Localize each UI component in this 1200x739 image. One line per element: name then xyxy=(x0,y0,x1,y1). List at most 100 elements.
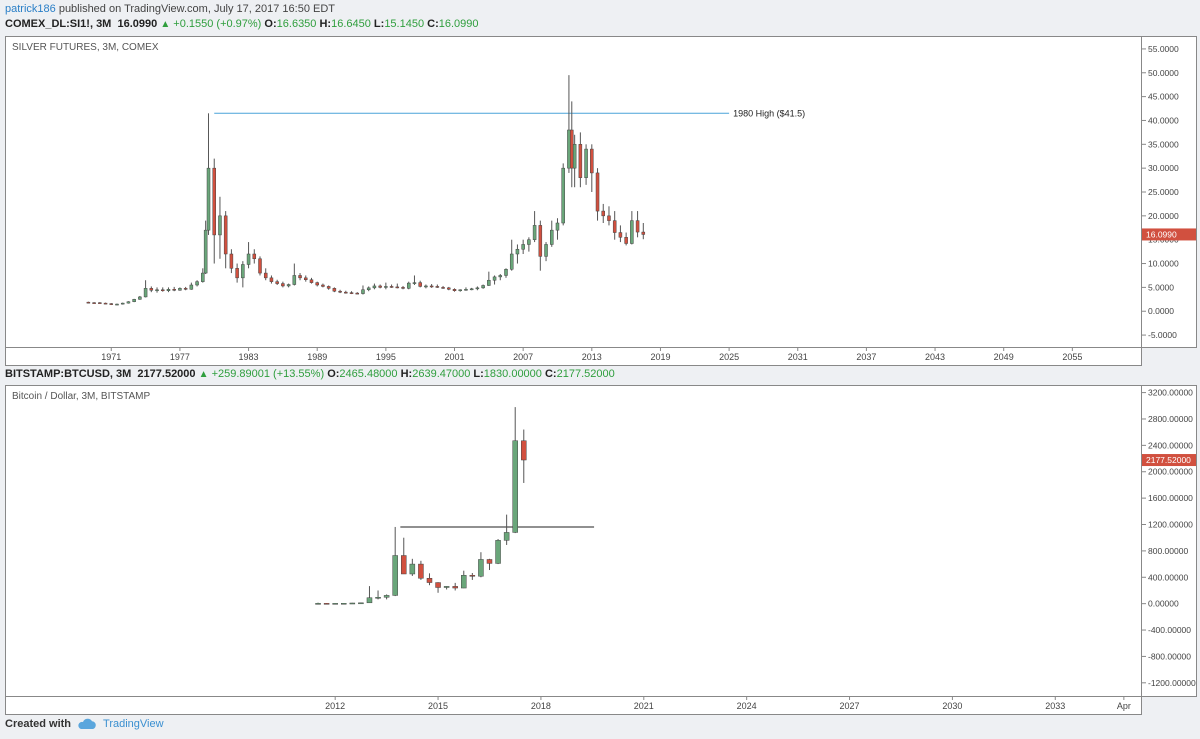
btc-close-label: C: xyxy=(544,368,557,380)
candle-body xyxy=(98,302,102,304)
candle-body xyxy=(126,301,131,304)
candle-body xyxy=(515,248,520,255)
candle-body xyxy=(424,285,428,288)
candle-body xyxy=(372,285,377,289)
y-tick-label: 25.0000 xyxy=(1148,187,1179,197)
btc-price-axis[interactable]: 3200.00000 2800.00000 2400.00000 2000.00000… xyxy=(1142,385,1197,697)
silver-high-label: H: xyxy=(319,18,332,30)
candle-body xyxy=(469,288,474,291)
candle-body xyxy=(355,292,360,295)
candle-body xyxy=(246,253,251,265)
x-tick-label: 1995 xyxy=(376,352,396,362)
y-tick-label: 400.00000 xyxy=(1148,572,1188,582)
btc-symbol[interactable]: BITSTAMP:BTCUSD, 3M xyxy=(5,368,132,380)
y-tick-label: 0.00000 xyxy=(1148,599,1179,609)
candle-body xyxy=(504,269,508,276)
y-tick-label: 3200.00000 xyxy=(1148,388,1193,398)
candle-body xyxy=(366,287,371,291)
candle-body xyxy=(349,292,354,294)
candle-body xyxy=(590,148,594,174)
candle-body xyxy=(487,279,491,286)
candle-body xyxy=(481,285,485,289)
x-tick-label: 2025 xyxy=(719,352,739,362)
up-arrow-icon: ▲ xyxy=(198,369,209,380)
candle-body xyxy=(458,289,462,292)
candle-body xyxy=(512,440,518,533)
tradingview-brand-link[interactable]: TradingView xyxy=(103,718,164,730)
x-tick-label: Apr xyxy=(1117,701,1131,711)
candle-body xyxy=(229,253,234,269)
candle-body xyxy=(572,144,577,169)
candle-body xyxy=(578,144,583,178)
candle-body xyxy=(235,268,239,279)
silver-plot[interactable]: 1980 High ($41.5) xyxy=(6,37,1141,347)
silver-open: 16.6350 xyxy=(276,18,317,30)
candle-body xyxy=(321,284,325,287)
last-price-tag xyxy=(1142,454,1196,467)
btc-price: 2177.52000 xyxy=(137,368,196,380)
candle-body xyxy=(475,287,480,290)
candle-body xyxy=(544,244,548,257)
candle-body xyxy=(435,582,441,588)
btc-plot[interactable] xyxy=(6,386,1141,696)
last-price-label: 16.0990 xyxy=(1146,229,1177,239)
candle-body xyxy=(338,290,342,293)
publish-details: published on TradingView.com, July 17, 2… xyxy=(55,3,336,15)
x-tick-label: 2007 xyxy=(513,352,533,362)
x-tick-label: 1971 xyxy=(101,352,121,362)
candle-body xyxy=(395,286,400,289)
candle-body xyxy=(203,229,208,274)
candle-body xyxy=(155,289,159,292)
x-tick-label: 2019 xyxy=(650,352,670,362)
candle-body xyxy=(503,532,510,541)
silver-open-label: O: xyxy=(264,18,277,30)
candle-body xyxy=(315,603,321,605)
x-tick-label: 2027 xyxy=(840,701,860,711)
silver-time-axis[interactable]: 1971 1977 1983 1989 1995 2001 2007 2013 2019 2025… xyxy=(5,348,1142,366)
candle-body xyxy=(532,225,537,240)
publisher-username[interactable]: patrick186 xyxy=(5,3,56,15)
candle-body xyxy=(624,237,628,244)
x-tick-label: 2001 xyxy=(444,352,464,362)
candle-body xyxy=(612,220,617,233)
candle-body xyxy=(298,275,302,279)
reference-line-label: 1980 High ($41.5) xyxy=(733,108,805,118)
candle-body xyxy=(349,602,356,605)
candle-body xyxy=(212,167,216,236)
candle-body xyxy=(120,302,125,305)
silver-y-axis-svg: 55.0000 50.0000 45.0000 40.0000 35.0000 30.00… xyxy=(1142,44,1196,340)
candle-body xyxy=(315,282,319,286)
silver-change: +0.1550 (+0.97%) xyxy=(173,18,262,30)
candle-body xyxy=(561,167,565,224)
candle-body xyxy=(344,291,348,294)
candle-body xyxy=(418,563,424,579)
y-tick-label: 1200.00000 xyxy=(1148,520,1193,530)
btc-time-axis[interactable]: 2012 2015 2018 2021 2024 2027 2030 2033 Apr xyxy=(5,697,1142,715)
candle-body xyxy=(383,595,390,598)
silver-legend: COMEX_DL:SI1!, 3M 16.0990 ▲ +0.1550 (+0.… xyxy=(5,18,479,32)
x-tick-label: 2030 xyxy=(942,701,962,711)
silver-low: 15.1450 xyxy=(384,18,425,30)
candle-body xyxy=(521,244,525,250)
candle-body xyxy=(143,288,148,298)
candle-body xyxy=(443,586,450,588)
y-tick-label: 2800.00000 xyxy=(1148,414,1193,424)
silver-symbol[interactable]: COMEX_DL:SI1!, 3M xyxy=(5,18,112,30)
silver-price-axis[interactable]: 55.0000 50.0000 45.0000 40.0000 35.0000 30.00… xyxy=(1142,36,1197,348)
candle-body xyxy=(172,289,176,291)
candle-body xyxy=(401,287,405,289)
candle-body xyxy=(218,215,222,236)
y-tick-label: -400.00000 xyxy=(1148,625,1191,635)
y-tick-label: 2000.00000 xyxy=(1148,467,1193,477)
btc-chart-pane[interactable]: Bitcoin / Dollar, 3M, BITSTAMP xyxy=(5,385,1142,697)
x-tick-label: 1977 xyxy=(170,352,190,362)
silver-x-axis-svg: 1971 1977 1983 1989 1995 2001 2007 2013 2019 2025… xyxy=(101,348,1082,362)
x-tick-label: 1983 xyxy=(239,352,259,362)
x-tick-label: 2013 xyxy=(582,352,602,362)
y-tick-label: 2400.00000 xyxy=(1148,440,1193,450)
silver-chart-pane[interactable]: SILVER FUTURES, 3M, COMEX 1980 High ($41… xyxy=(5,36,1142,348)
y-tick-label: 45.0000 xyxy=(1148,92,1179,102)
candle-body xyxy=(409,563,416,575)
candle-body xyxy=(332,603,338,605)
candle-body xyxy=(607,215,611,221)
